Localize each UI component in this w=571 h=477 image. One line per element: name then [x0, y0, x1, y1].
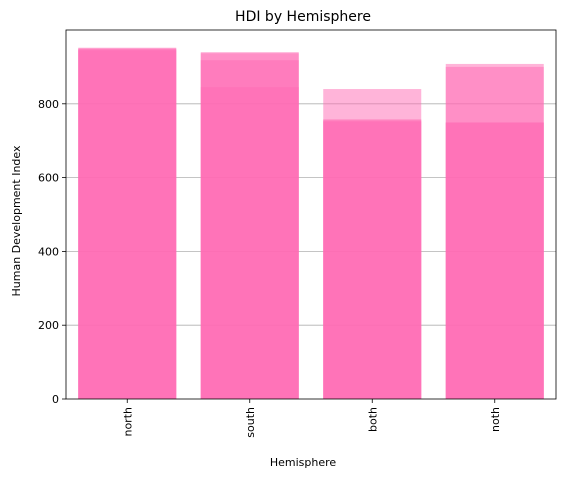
y-tick-label-800: 800	[38, 98, 59, 111]
y-ticks: 0 200 400 600 800	[38, 98, 66, 406]
x-tick-label-both: both	[366, 407, 379, 432]
chart-title: HDI by Hemisphere	[235, 9, 371, 25]
x-axis-label: Hemisphere	[270, 456, 337, 469]
x-tick-label-south: south	[244, 407, 257, 438]
x-tick-label-north: north	[121, 407, 134, 437]
bar-north-3	[78, 48, 176, 399]
bar-noth-3	[446, 122, 544, 399]
bar-both-3	[323, 120, 421, 399]
x-ticks: north south both noth	[121, 399, 502, 438]
y-tick-label-600: 600	[38, 172, 59, 185]
y-tick-label-0: 0	[52, 393, 59, 406]
x-tick-label-noth: noth	[489, 407, 502, 432]
y-tick-label-200: 200	[38, 319, 59, 332]
y-axis-label: Human Development Index	[10, 145, 23, 296]
bars	[78, 48, 544, 399]
bar-south-3	[201, 87, 299, 399]
y-tick-label-400: 400	[38, 245, 59, 258]
